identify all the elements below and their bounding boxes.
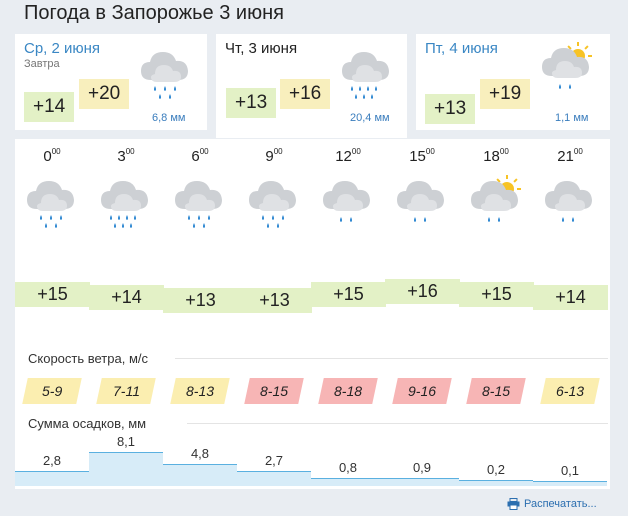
precip-value: 8,1 [116, 434, 136, 449]
print-label: Распечатать... [524, 498, 597, 510]
cloud-rain-icon [23, 173, 81, 236]
day-date[interactable]: Пт, 4 июня [425, 40, 498, 57]
divider [175, 358, 608, 359]
hour-column: 900 [237, 139, 311, 489]
precip-value: 0,9 [412, 459, 432, 475]
hour-column: 2100 [533, 139, 607, 489]
precip-bar [459, 480, 533, 486]
precip-bar [311, 478, 385, 486]
hour-column: 1200 [311, 139, 385, 489]
wind-speed: 5-9 [22, 378, 82, 404]
hour-label: 300 [117, 147, 135, 165]
hour-temperature: +13 [163, 288, 238, 313]
precip-value: 0,8 [338, 460, 358, 476]
temp-low: +13 [425, 94, 476, 124]
temp-high: +16 [280, 79, 331, 109]
hour-temperature: +13 [237, 288, 312, 313]
cloud-rain-icon [171, 173, 229, 236]
wind-speed: 6-13 [540, 378, 600, 404]
cloud-rain-icon [137, 44, 195, 107]
hour-label: 2100 [557, 147, 583, 165]
hour-column: 300 [89, 139, 163, 489]
print-link[interactable]: Распечатать... [507, 498, 597, 511]
cloud-light-rain-icon [319, 173, 377, 236]
precip-bar [533, 480, 607, 486]
precip-value: 4,8 [190, 445, 210, 461]
hour-label: 000 [43, 147, 61, 165]
precip-value: 0,2 [486, 462, 506, 478]
precip-bar [15, 470, 89, 486]
day-date[interactable]: Чт, 3 июня [225, 40, 298, 57]
precip-bar [237, 471, 311, 486]
hour-column: 600 [163, 139, 237, 489]
hour-column: 1800 [459, 139, 533, 489]
hour-label: 1800 [483, 147, 509, 165]
cloud-rain-icon [245, 173, 303, 236]
temp-low: +13 [226, 88, 277, 118]
hour-temperature: +16 [385, 279, 460, 304]
hour-temperature: +14 [89, 285, 164, 310]
temp-high: +20 [79, 79, 130, 109]
hour-column: 1500 [385, 139, 459, 489]
precip-bar [163, 463, 237, 486]
cloud-light-rain-icon [393, 173, 451, 236]
cloud-heavy-rain-icon [338, 44, 396, 107]
wind-speed: 8-15 [244, 378, 304, 404]
precip-amount: 20,4 мм [350, 112, 390, 124]
precip-amount: 6,8 мм [152, 112, 186, 124]
precip-value: 2,7 [264, 453, 284, 469]
sun-cloud-rain-icon [538, 40, 596, 103]
precip-value: 2,8 [42, 452, 62, 468]
sun-cloud-rain-icon [467, 173, 525, 236]
temperature-band: +15 +14 +13 +13 +15 +16 +15 +14 [15, 278, 610, 313]
precip-label: Сумма осадков, мм [28, 416, 147, 431]
hour-column: 000 [15, 139, 89, 489]
hourly-forecast: 000 300 600 900 1200 1500 1800 2100 +15 +14 +13 +1… [15, 139, 610, 489]
hour-label: 900 [265, 147, 283, 165]
hour-temperature: +15 [311, 282, 386, 307]
precip-bar [385, 477, 459, 486]
wind-speed: 7-11 [96, 378, 156, 404]
day-subtitle: Завтра [24, 58, 60, 70]
wind-speed: 9-16 [392, 378, 452, 404]
precip-value: 0,1 [560, 462, 580, 478]
wind-speed: 8-18 [318, 378, 378, 404]
hour-label: 1500 [409, 147, 435, 165]
temp-low: +14 [24, 92, 75, 122]
day-card-fri[interactable]: Пт, 4 июня +13 +19 1,1 мм [416, 34, 610, 130]
hour-temperature: +15 [15, 282, 90, 307]
wind-label: Скорость ветра, м/с [28, 351, 148, 366]
cloud-heavy-rain-icon [97, 173, 155, 236]
day-card-wed[interactable]: Ср, 2 июня Завтра +14 +20 6,8 мм [15, 34, 207, 130]
printer-icon [507, 498, 520, 511]
precip-amount: 1,1 мм [555, 112, 589, 124]
hour-label: 1200 [335, 147, 361, 165]
cloud-light-rain-icon [541, 173, 599, 236]
precip-bar [89, 452, 163, 486]
divider [187, 423, 608, 424]
temp-high: +19 [480, 79, 531, 109]
day-card-thu[interactable]: Чт, 3 июня +13 +16 20,4 мм [216, 34, 407, 138]
day-date[interactable]: Ср, 2 июня [24, 40, 101, 57]
hour-temperature: +14 [533, 285, 608, 310]
hour-label: 600 [191, 147, 209, 165]
wind-speed: 8-13 [170, 378, 230, 404]
wind-speed: 8-15 [466, 378, 526, 404]
page-title: Погода в Запорожье 3 июня [24, 2, 284, 24]
hour-temperature: +15 [459, 282, 534, 307]
